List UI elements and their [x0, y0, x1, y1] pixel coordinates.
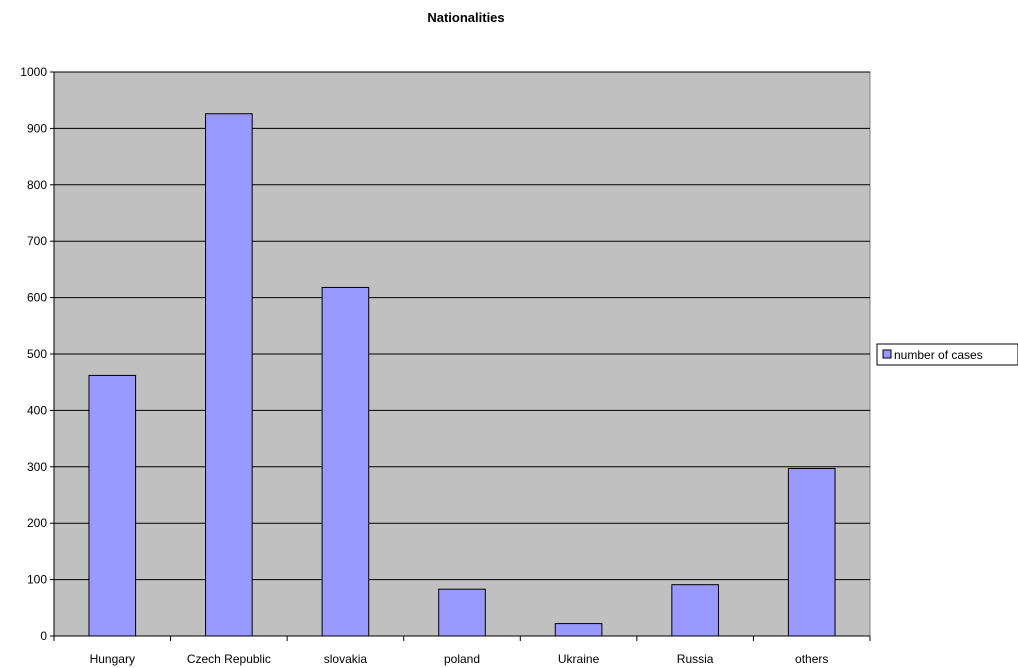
bar-hungary [88, 374, 137, 637]
y-tick-label: 300 [27, 460, 47, 474]
y-tick-label: 600 [27, 291, 47, 305]
y-tick-label: 400 [27, 403, 47, 417]
legend-label: number of cases [894, 348, 983, 362]
bar-russia [671, 584, 719, 637]
y-tick-label: 700 [27, 234, 47, 248]
x-tick-label: others [795, 652, 828, 666]
y-tick-label: 800 [27, 178, 47, 192]
x-tick-label: Hungary [90, 652, 135, 666]
bar-others [787, 467, 836, 637]
bar-ukraine [554, 623, 603, 637]
y-tick-label: 0 [40, 629, 47, 643]
x-axis-ticks: Hungary Czech Republic slovakia poland Ukrai… [53, 636, 871, 666]
x-tick-label: Czech Republic [187, 652, 271, 666]
y-tick-label: 200 [27, 516, 47, 530]
gridlines [54, 71, 870, 581]
y-tick-label: 1000 [20, 65, 47, 79]
x-tick-label: Ukraine [558, 652, 600, 666]
legend: number of cases [876, 343, 1018, 366]
bar-czech-republic [205, 113, 253, 637]
y-tick-label: 900 [27, 121, 47, 135]
y-axis-ticks: 0 100 200 300 400 500 600 700 800 900 1000 [20, 65, 54, 643]
x-tick-label: slovakia [324, 652, 368, 666]
x-tick-label: poland [444, 652, 480, 666]
y-tick-label: 100 [27, 573, 47, 587]
bar-slovakia [321, 286, 370, 637]
bar-poland [438, 588, 486, 637]
chart-title: Nationalities [427, 10, 504, 25]
legend-swatch [882, 349, 892, 359]
x-tick-label: Russia [677, 652, 714, 666]
y-tick-label: 500 [27, 347, 47, 361]
legend-box [876, 343, 1018, 366]
